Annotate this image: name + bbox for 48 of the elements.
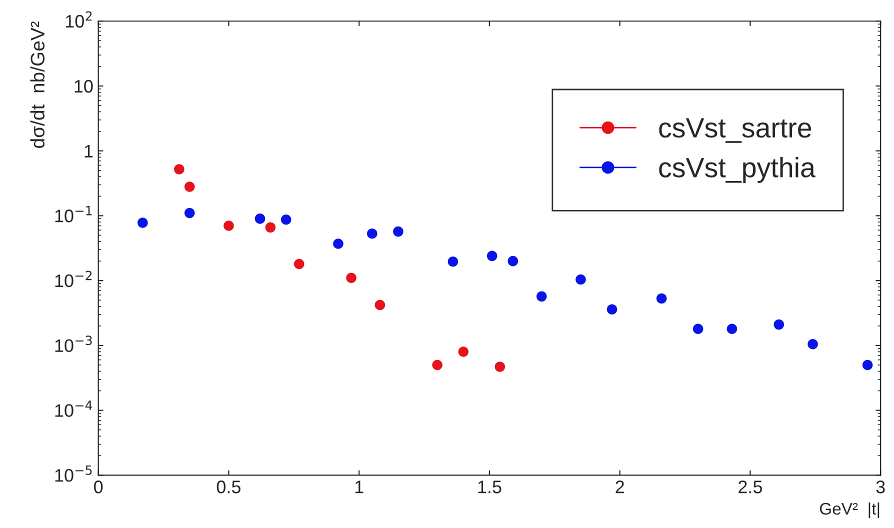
y-tick-label: 10$^{−1}$ (55, 206, 92, 222)
point (366, 228, 378, 239)
point (494, 362, 506, 372)
y-tick-label: 10$^{−2}$ (55, 270, 92, 288)
point (294, 258, 304, 270)
point (726, 324, 738, 334)
y-axis-title: dσ/dt nb/GeV² (30, 21, 45, 148)
point (254, 214, 266, 224)
point (432, 360, 442, 370)
legend-label: csVst_sartre (659, 118, 812, 143)
point (448, 256, 458, 267)
y-tick-label: 10 (74, 80, 93, 93)
point (862, 360, 873, 370)
x-tick-label: 2 (616, 480, 624, 494)
y-tick-label: 10$^{−5}$ (55, 465, 92, 482)
x-tick-label: 1.5 (478, 480, 502, 494)
point (808, 338, 818, 350)
point (374, 300, 386, 310)
point (265, 222, 276, 233)
x-axis-title: GeV² |t| (820, 502, 880, 518)
point (174, 164, 184, 174)
point (656, 293, 667, 304)
point (486, 250, 498, 262)
point (774, 319, 784, 330)
point (346, 272, 356, 284)
point (458, 346, 469, 357)
x-tick-label: 1 (355, 480, 364, 494)
point (184, 208, 195, 218)
x-tick-label: 0 (94, 480, 103, 494)
y-tick-label: 1 (84, 144, 93, 158)
point (393, 226, 404, 237)
legend-label: csVst_pythia (659, 157, 816, 183)
y-tick-label: 10$^{−3}$ (55, 336, 92, 352)
point (333, 238, 344, 249)
point (280, 214, 292, 225)
point (692, 324, 704, 334)
point (606, 304, 618, 315)
x-tick-label: 3 (876, 480, 885, 494)
point (508, 256, 518, 266)
point (138, 218, 148, 228)
y-tick-label: 10$^{−4}$ (55, 400, 92, 417)
point (224, 220, 234, 231)
point (536, 291, 547, 302)
x-tick-label: 0.5 (216, 480, 241, 494)
y-tick-label: 10$^{2}$ (66, 11, 92, 28)
x-tick-label: 2.5 (738, 480, 762, 494)
point (576, 274, 586, 285)
point (184, 182, 195, 192)
